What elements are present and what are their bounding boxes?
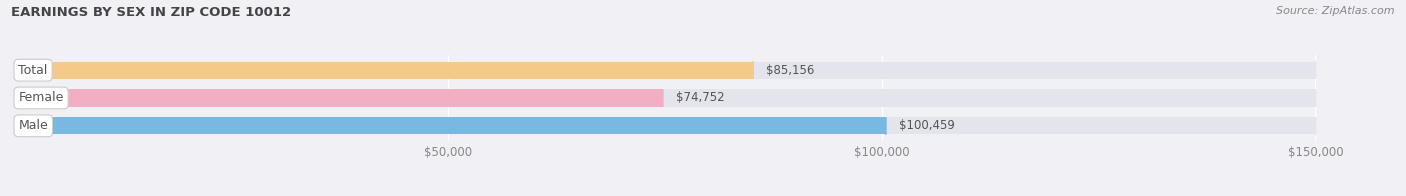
Bar bbox=[14, 117, 886, 134]
Text: $85,156: $85,156 bbox=[766, 64, 814, 77]
Text: $100,459: $100,459 bbox=[898, 119, 955, 132]
Bar bbox=[14, 62, 752, 79]
Text: Female: Female bbox=[18, 92, 63, 104]
Bar bbox=[14, 89, 662, 107]
Text: Total: Total bbox=[18, 64, 48, 77]
Text: EARNINGS BY SEX IN ZIP CODE 10012: EARNINGS BY SEX IN ZIP CODE 10012 bbox=[11, 6, 291, 19]
Bar bbox=[14, 62, 1316, 79]
Text: $74,752: $74,752 bbox=[676, 92, 724, 104]
Bar bbox=[14, 89, 1316, 107]
Text: Source: ZipAtlas.com: Source: ZipAtlas.com bbox=[1277, 6, 1395, 16]
Bar bbox=[14, 117, 1316, 134]
Text: Male: Male bbox=[18, 119, 48, 132]
